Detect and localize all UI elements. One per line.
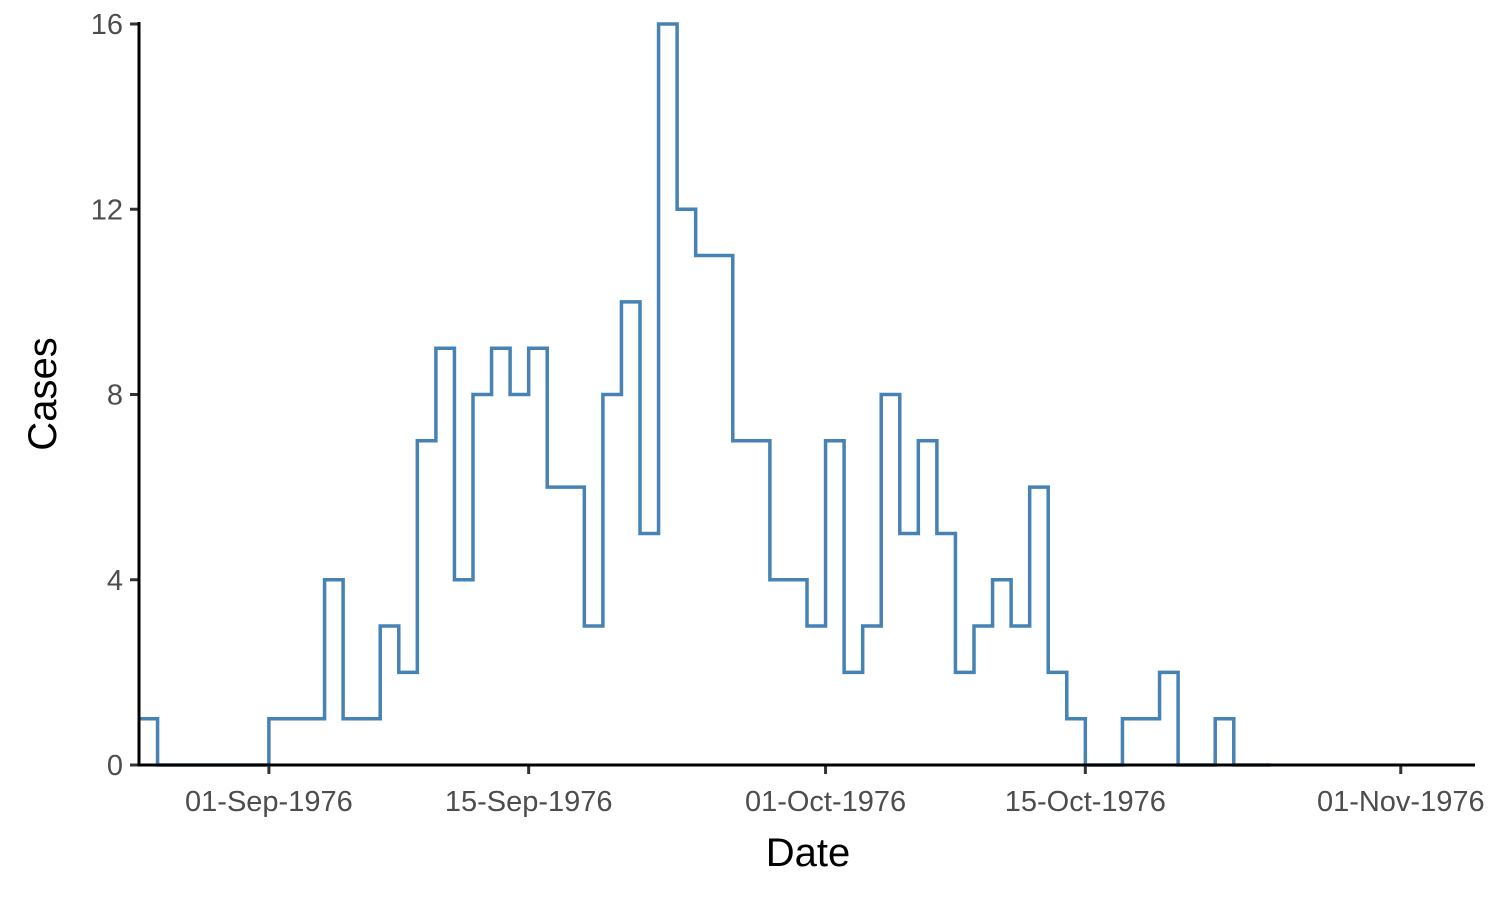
x-tick-label: 01-Sep-1976: [185, 786, 353, 818]
cases-step-line: [139, 22, 1271, 767]
x-tick-label: 15-Oct-1976: [1005, 786, 1166, 818]
y-tick-label: 8: [107, 380, 123, 412]
y-axis-ticks: 0 4 8 12 16: [91, 9, 139, 782]
series-group: [139, 22, 1271, 767]
x-axis-ticks: 01-Sep-1976 15-Sep-1976 01-Oct-1976 15-Oct-…: [185, 765, 1485, 818]
y-tick-label: 12: [91, 194, 123, 226]
y-axis-title: Cases: [21, 337, 65, 450]
x-axis-title: Date: [766, 831, 851, 875]
x-tick-label: 15-Sep-1976: [445, 786, 613, 818]
x-tick-label: 01-Oct-1976: [745, 786, 906, 818]
y-tick-label: 4: [107, 565, 123, 597]
x-tick-label: 01-Nov-1976: [1317, 786, 1485, 818]
y-tick-label: 0: [107, 750, 123, 782]
y-tick-label: 16: [91, 9, 123, 41]
